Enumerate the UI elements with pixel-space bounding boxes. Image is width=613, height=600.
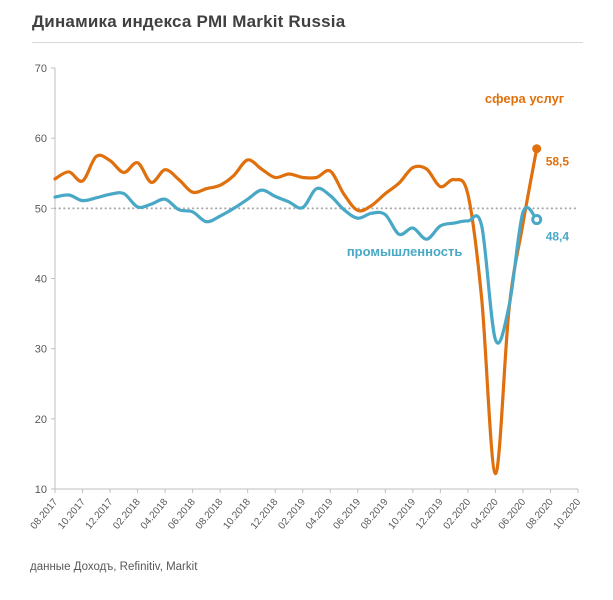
x-tick-label: 06.2018	[166, 497, 198, 532]
x-tick-label: 10.2019	[386, 497, 418, 532]
x-tick-label: 06.2019	[331, 497, 363, 532]
x-tick-label: 08.2020	[524, 497, 556, 532]
x-tick-label: 10.2020	[552, 497, 584, 532]
services-endpoint-marker	[532, 144, 542, 154]
y-tick-label: 20	[35, 414, 47, 426]
chart-title: Динамика индекса PMI Markit Russia	[32, 12, 346, 31]
data-source-note: данные Доходъ, Refinitiv, Markit	[30, 561, 198, 573]
x-tick-label: 08.2017	[29, 497, 61, 532]
x-tick-label: 04.2019	[304, 497, 336, 532]
x-tick-label: 04.2018	[139, 497, 171, 532]
x-tick-label: 12.2019	[414, 497, 446, 532]
end-value-label-1: 48,4	[546, 230, 570, 244]
x-tick-label: 10.2017	[56, 497, 88, 532]
y-tick-label: 40	[35, 274, 47, 286]
x-tick-label: 04.2020	[469, 497, 501, 532]
y-tick-label: 50	[35, 203, 47, 215]
y-tick-label: 30	[35, 344, 47, 356]
title-divider	[32, 42, 583, 43]
x-tick-label: 02.2018	[111, 497, 143, 532]
y-tick-label: 10	[35, 484, 47, 496]
series-line-1	[53, 186, 539, 345]
manufacturing-endpoint-marker	[531, 214, 543, 226]
x-tick-label: 02.2020	[442, 497, 474, 532]
x-tick-label: 12.2017	[84, 497, 116, 532]
series-line-0	[53, 147, 539, 476]
chart-header: Динамика индекса PMI Markit Russia	[0, 0, 613, 43]
x-tick-label: 10.2018	[221, 497, 253, 532]
x-tick-label: 08.2018	[194, 497, 226, 532]
x-tick-label: 08.2019	[359, 497, 391, 532]
pmi-chart-page: Динамика индекса PMI Markit Russia 10 20 3…	[0, 0, 613, 573]
x-tick-label: 12.2018	[249, 497, 281, 532]
manufacturing-series-label: промышленность	[347, 244, 463, 259]
pmi-line-chart: 1020304050607008.201710.201712.201702.20…	[29, 63, 584, 532]
x-tick-label: 06.2020	[497, 497, 529, 532]
y-tick-label: 70	[35, 63, 47, 75]
services-series-label: сфера услуг	[485, 91, 565, 106]
x-tick-label: 02.2019	[276, 497, 308, 532]
end-value-label-0: 58,5	[546, 155, 570, 169]
y-tick-label: 60	[35, 133, 47, 145]
